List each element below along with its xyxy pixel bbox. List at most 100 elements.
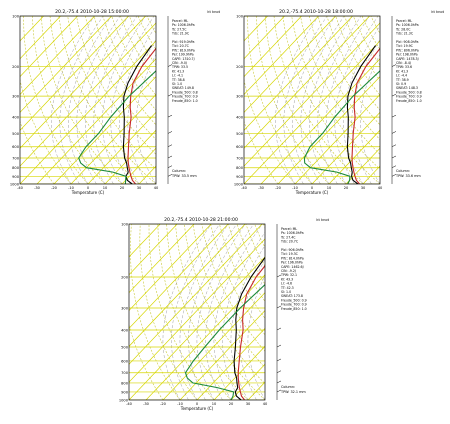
wind-barb [391,114,397,118]
info-line: Plcl: 908.0hPa [396,40,418,44]
info-line: TT: 38.9 [395,78,409,82]
dry-adiabat [282,16,380,184]
chart-title: 20.2,-75.4 2010-10-28 15:00:00 [55,9,129,15]
tpw-label: TPW: 33.5 mm [171,174,197,178]
info-line: Pel: 199.9hPa [172,53,194,57]
dry-adiabat [264,16,347,184]
dry-adiabat [247,16,313,184]
info-line: SWEAT: 149.8 [172,86,194,90]
wind-barb [167,144,173,147]
isotherm [244,16,302,78]
pressure-tick-label: 900 [121,390,129,394]
isotherm [294,94,380,184]
isotherm [260,58,380,184]
isotherm [129,224,161,258]
isotherm [244,16,336,113]
isotherm [129,238,265,383]
info-line: Tds: 20.7C [280,240,299,244]
corner-label: kt knot [207,10,220,14]
skewt-panel-1: 100 200 300 400 500 600 700 800 900 1000 -40 -30 -20… [6,4,226,204]
dry-adiabat [58,16,156,184]
wind-barb [167,114,173,118]
isotherm [20,16,78,78]
isotherm [244,16,370,149]
pressure-tick-label: 500 [236,132,244,136]
isotherm [20,16,146,149]
skewt-panel-2: 100 200 300 400 500 600 700 800 900 1000 -40 -30 -20… [230,4,450,204]
isotherm [244,16,285,60]
pressure-tick-label: 400 [121,328,129,332]
dewpoint-line [303,70,380,184]
wind-barb [276,274,282,278]
pressure-tick-label: 400 [236,116,244,120]
plot-area [244,16,380,184]
moist-adiabat [275,16,319,184]
dry-adiabat [299,224,335,400]
tpw-label: TPW: 32.1 mm [280,390,306,394]
pressure-tick-label: 600 [236,145,244,149]
info-line: TT: 38.8 [171,78,185,82]
info-line: CAPE: 1462.6J [281,265,304,269]
wind-barb [276,344,282,348]
temperature-tick-label: -40 [126,402,133,406]
temperature-tick-label: 10 [103,186,108,190]
dry-adiabat [244,78,296,184]
dry-adiabat [32,16,106,184]
pressure-tick-label: 200 [12,65,20,69]
temperature-tick-label: 40 [154,186,159,190]
parcel-line [237,264,265,400]
dry-adiabat [201,224,265,352]
pressure-tick-label: 1000 [234,183,244,187]
isotherm [129,224,263,365]
temperature-line [122,45,152,184]
info-line: Plfc: 819.0hPa [172,48,195,52]
isotherm [244,16,319,96]
pressure-tick-label: 700 [236,156,244,160]
info-line: SWEAT: 173.8 [281,294,303,298]
temperature-tick-label: -10 [292,186,299,190]
info-line: SI: 1.0 [172,82,182,86]
wind-barb [276,389,282,393]
info-line: SI: 1.0 [281,290,291,294]
dry-adiabat [210,224,265,336]
moist-adiabat [127,38,156,184]
pressure-tick-label: 900 [236,175,244,179]
wind-barb [167,165,173,168]
column-label: Column: [396,169,410,173]
dry-adiabat [129,324,164,400]
moist-adiabat [213,224,263,400]
wind-barb [391,93,397,97]
temperature-tick-label: 10 [212,402,217,406]
info-line: CIN: -8.4J [396,61,411,65]
info-line: Freude_500: 0.9 [281,298,307,302]
plot-frame [128,223,266,401]
plot-frame [243,15,381,185]
moist-adiabat [309,16,353,184]
chart-title: 20.2,-75.4 2010-10-28 18:00:00 [279,9,353,15]
isotherm [20,22,156,167]
moist-adiabat [230,244,265,400]
pressure-tick-label: 300 [236,95,244,99]
column-label: Column: [281,385,295,389]
pressure-tick-label: 1000 [10,183,20,187]
info-line: Parcel: ML [396,19,412,23]
isotherm [129,256,265,400]
info-line: TT: 42.3 [280,286,294,290]
wind-barb [391,64,397,67]
temperature-tick-label: -10 [177,402,184,406]
moist-adiabat [188,224,237,400]
isotherm [129,224,246,347]
wind-barb [391,144,397,147]
pressure-tick-label: 300 [121,306,129,310]
temperature-line [346,45,376,184]
moist-adiabat [351,38,380,184]
isotherm [196,327,265,400]
dry-adiabat [20,78,72,184]
dewpoint-line [184,283,265,400]
x-axis-label: Temperature (C) [295,190,329,195]
wind-barb [276,380,282,384]
info-line: Freude_700: 0.9 [172,95,198,99]
temperature-tick-label: 10 [327,186,332,190]
